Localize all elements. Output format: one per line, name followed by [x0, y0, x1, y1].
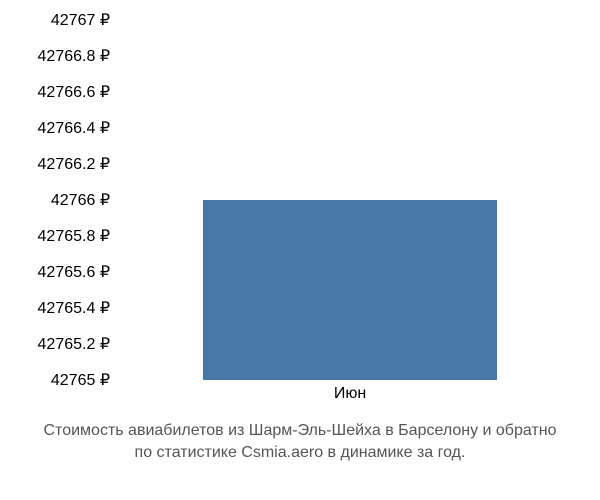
x-tick: Июн: [334, 385, 366, 403]
y-tick: 42766.8 ₽: [38, 46, 110, 66]
y-tick: 42765.6 ₽: [38, 262, 110, 282]
y-tick: 42767 ₽: [51, 10, 110, 30]
y-axis: 42767 ₽ 42766.8 ₽ 42766.6 ₽ 42766.4 ₽ 42…: [0, 20, 115, 380]
chart-caption: Стоимость авиабилетов из Шарм-Эль-Шейха …: [0, 420, 600, 465]
plot-area: [120, 20, 580, 380]
caption-line-2: по статистике Csmia.aero в динамике за г…: [0, 442, 600, 464]
y-tick: 42766.6 ₽: [38, 82, 110, 102]
y-tick: 42765 ₽: [51, 370, 110, 390]
caption-line-1: Стоимость авиабилетов из Шарм-Эль-Шейха …: [0, 420, 600, 442]
y-tick: 42765.4 ₽: [38, 298, 110, 318]
y-tick: 42766.2 ₽: [38, 154, 110, 174]
y-tick: 42765.8 ₽: [38, 226, 110, 246]
chart-container: 42767 ₽ 42766.8 ₽ 42766.6 ₽ 42766.4 ₽ 42…: [0, 20, 600, 400]
y-tick: 42765.2 ₽: [38, 334, 110, 354]
x-axis: Июн: [120, 385, 580, 415]
y-tick: 42766.4 ₽: [38, 118, 110, 138]
y-tick: 42766 ₽: [51, 190, 110, 210]
bar-jun: [203, 200, 497, 380]
